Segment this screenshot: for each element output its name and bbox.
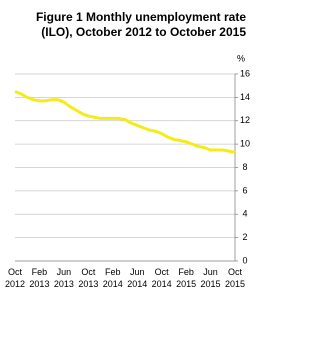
y-tick-label: 2: [242, 232, 247, 242]
y-tick-label: 8: [242, 162, 247, 172]
y-tick-label: 10: [240, 139, 250, 149]
chart: Figure 1 Monthly unemployment rate (ILO)…: [5, 10, 250, 289]
x-tick-label: Feb 2014: [103, 267, 123, 289]
y-tick-label: 4: [242, 209, 247, 219]
x-tick-label: Oct 2014: [152, 267, 172, 289]
x-tick-label: Oct 2012: [5, 267, 25, 289]
y-tick-label: 16: [240, 68, 250, 78]
x-tick-label: Jun 2015: [201, 267, 221, 289]
x-tick-label: Oct 2015: [225, 267, 245, 289]
y-tick-label: 6: [242, 185, 247, 195]
x-tick-label: Feb 2015: [176, 267, 196, 289]
y-tick-label: 12: [240, 115, 250, 125]
x-tick-label: Oct 2013: [78, 267, 98, 289]
x-tick-label: Feb 2013: [29, 267, 49, 289]
y-tick-label: 14: [240, 92, 250, 102]
chart-title: Figure 1 Monthly unemployment rate: [36, 10, 246, 24]
y-unit: %: [237, 53, 245, 63]
x-tick-label: Jun 2014: [127, 267, 147, 289]
y-tick-label: 0: [242, 255, 247, 265]
chart-title: (ILO), October 2012 to October 2015: [41, 25, 246, 39]
x-tick-label: Jun 2013: [54, 267, 74, 289]
data-line: [14, 90, 236, 154]
